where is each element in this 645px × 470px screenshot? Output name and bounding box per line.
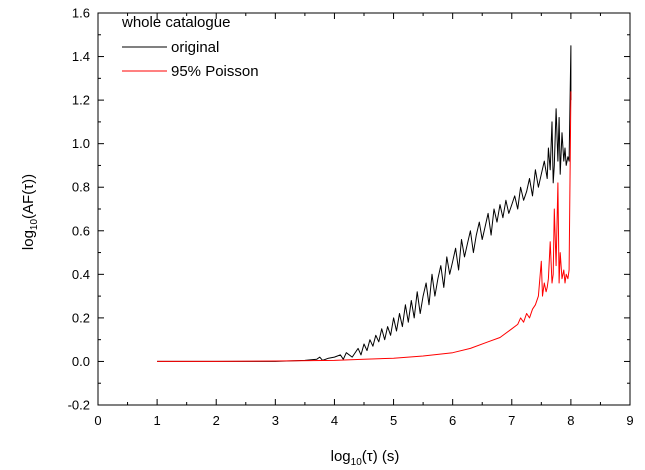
x-tick-label: 9: [626, 413, 633, 428]
series-line-original: [157, 45, 572, 362]
y-tick-label: 0.6: [72, 223, 90, 238]
series-layer: [157, 45, 572, 362]
x-tick-label: 7: [508, 413, 515, 428]
x-tick-label: 1: [153, 413, 160, 428]
y-axis-ticks: -0.2 0.0 0.2 0.4 0.6 0.8 1.0 1.2 1.4 1.6: [68, 6, 630, 413]
y-tick-label: 0.8: [72, 180, 90, 195]
y-axis-label: log10(AF(τ)): [20, 174, 40, 250]
x-tick-label: 6: [449, 413, 456, 428]
x-tick-label: 2: [213, 413, 220, 428]
y-tick-label: 0.0: [72, 354, 90, 369]
legend-label-original: original: [171, 39, 219, 56]
y-tick-label: 1.6: [72, 6, 90, 21]
legend-label-poisson: 95% Poisson: [171, 63, 259, 80]
x-tick-label: 8: [567, 413, 574, 428]
x-axis-ticks: 0 1 2 3 4 5 6 7 8 9: [94, 13, 634, 428]
series-line-poisson: [157, 91, 572, 362]
y-tick-label: 1.0: [72, 136, 90, 151]
x-tick-label: 3: [272, 413, 279, 428]
y-tick-label: 1.2: [72, 93, 90, 108]
x-tick-label: 4: [331, 413, 338, 428]
legend-title: whole catalogue: [121, 14, 230, 31]
x-axis-label: log10(τ) (s): [331, 448, 400, 468]
x-tick-label: 0: [94, 413, 101, 428]
y-tick-label: 1.4: [72, 49, 90, 64]
legend: whole catalogue original 95% Poisson: [121, 14, 259, 80]
x-tick-label: 5: [390, 413, 397, 428]
y-tick-label: 0.4: [72, 267, 90, 282]
y-tick-label: -0.2: [68, 398, 90, 413]
y-tick-label: 0.2: [72, 310, 90, 325]
